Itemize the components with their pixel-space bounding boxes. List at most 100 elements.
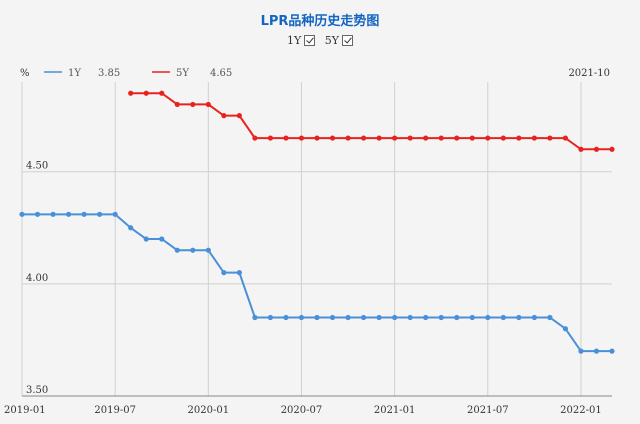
legend-1y-name: 1Y: [68, 68, 81, 79]
data-point[interactable]: [314, 135, 320, 141]
data-point[interactable]: [376, 135, 382, 141]
x-tick-labels: 2019-01 2019-07 2020-01 2020-07 2021-01 2021-…: [4, 405, 602, 416]
data-point[interactable]: [547, 135, 553, 141]
data-point[interactable]: [159, 236, 165, 242]
data-point[interactable]: [128, 90, 134, 96]
data-point[interactable]: [578, 146, 584, 152]
data-point[interactable]: [205, 101, 211, 108]
data-point[interactable]: [267, 314, 274, 321]
y-tick-label: 3.50: [26, 385, 48, 396]
data-point[interactable]: [159, 90, 165, 96]
data-point[interactable]: [531, 314, 537, 321]
data-point[interactable]: [609, 348, 615, 354]
data-point[interactable]: [407, 135, 413, 141]
data-point[interactable]: [376, 314, 382, 321]
data-point[interactable]: [500, 314, 506, 321]
data-point[interactable]: [454, 314, 460, 321]
data-point[interactable]: [454, 135, 460, 141]
toggle-5y-label: 5Y: [324, 34, 340, 47]
data-point[interactable]: [329, 314, 336, 321]
data-point[interactable]: [143, 90, 149, 96]
legend-item-5y[interactable]: 5Y 4.65: [152, 68, 232, 79]
data-point[interactable]: [81, 211, 87, 217]
data-point[interactable]: [143, 236, 149, 242]
data-point[interactable]: [236, 270, 242, 276]
data-point[interactable]: [547, 314, 553, 321]
data-point[interactable]: [236, 113, 242, 119]
data-point[interactable]: [252, 135, 258, 141]
data-point[interactable]: [392, 314, 398, 321]
series-5y: [128, 90, 615, 152]
checkbox-checked-icon[interactable]: [342, 35, 354, 46]
data-point[interactable]: [190, 101, 196, 108]
data-point[interactable]: [423, 135, 429, 141]
data-point[interactable]: [174, 247, 180, 253]
data-point[interactable]: [593, 146, 600, 152]
data-point[interactable]: [500, 135, 506, 141]
data-point[interactable]: [190, 247, 196, 253]
data-point[interactable]: [34, 211, 41, 217]
series: [19, 90, 615, 354]
x-tick-label: 2020-01: [188, 405, 230, 416]
data-point[interactable]: [19, 211, 25, 217]
data-point[interactable]: [174, 101, 180, 108]
data-point[interactable]: [345, 314, 351, 321]
data-point[interactable]: [516, 135, 522, 141]
data-point[interactable]: [485, 314, 491, 321]
data-point[interactable]: [562, 135, 569, 141]
chart-title: LPR品种历史走势图: [260, 14, 380, 29]
data-point[interactable]: [65, 211, 72, 217]
data-point[interactable]: [298, 314, 305, 321]
data-point[interactable]: [438, 314, 444, 321]
data-point[interactable]: [469, 135, 475, 141]
x-tick-label: 2021-07: [467, 405, 509, 416]
data-point[interactable]: [407, 314, 413, 321]
data-point[interactable]: [252, 314, 258, 321]
data-point[interactable]: [593, 348, 600, 354]
x-tick-label: 2019-01: [4, 405, 46, 416]
toggle-5y[interactable]: 5Y: [324, 34, 354, 47]
data-point[interactable]: [485, 135, 491, 141]
toggle-1y[interactable]: 1Y: [286, 34, 316, 47]
data-point[interactable]: [578, 348, 584, 354]
legend-item-1y[interactable]: 1Y 3.85: [44, 68, 120, 79]
data-point[interactable]: [314, 314, 320, 321]
data-point[interactable]: [283, 135, 289, 141]
series-toggles: 1Y 5Y: [0, 34, 640, 47]
data-point[interactable]: [128, 225, 134, 231]
y-tick-labels: 4.50 4.00 3.50: [26, 161, 48, 396]
data-point[interactable]: [283, 314, 289, 321]
toggle-1y-label: 1Y: [286, 34, 302, 47]
data-point[interactable]: [423, 314, 429, 321]
data-point[interactable]: [531, 135, 537, 141]
data-point[interactable]: [112, 211, 118, 217]
x-tick-label: 2020-07: [281, 405, 323, 416]
data-point[interactable]: [392, 135, 398, 141]
data-point[interactable]: [469, 314, 475, 321]
data-point[interactable]: [609, 146, 615, 152]
data-point[interactable]: [438, 135, 444, 141]
data-point[interactable]: [50, 211, 56, 217]
data-point[interactable]: [267, 135, 274, 141]
x-tick-label: 2019-07: [94, 405, 136, 416]
data-point[interactable]: [205, 247, 211, 253]
data-point[interactable]: [345, 135, 351, 141]
legend-5y-name: 5Y: [176, 68, 189, 79]
legend: 1Y 3.85 5Y 4.65: [44, 68, 232, 79]
y-tick-label: 4.50: [26, 161, 48, 172]
data-point[interactable]: [360, 135, 367, 141]
as-of-date: 2021-10: [568, 68, 610, 79]
data-point[interactable]: [562, 326, 569, 332]
checkbox-checked-icon[interactable]: [304, 35, 316, 46]
data-point[interactable]: [516, 314, 522, 321]
series-line-5y: [130, 92, 612, 151]
data-point[interactable]: [221, 113, 227, 119]
data-point[interactable]: [221, 270, 227, 276]
data-point[interactable]: [298, 135, 305, 141]
data-point[interactable]: [97, 211, 103, 217]
x-tick-label: 2021-01: [374, 405, 416, 416]
data-point[interactable]: [329, 135, 336, 141]
series-1y: [19, 211, 615, 354]
data-point[interactable]: [360, 314, 367, 321]
